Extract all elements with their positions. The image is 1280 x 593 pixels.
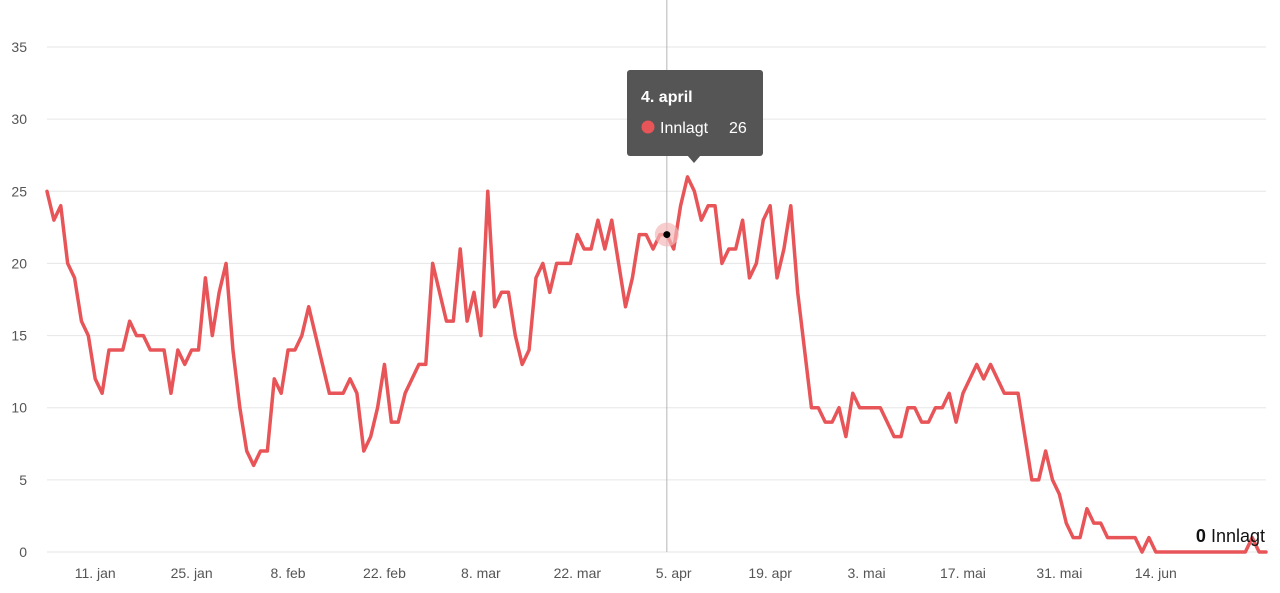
tooltip-arrow xyxy=(687,155,701,163)
x-tick-label: 19. apr xyxy=(748,565,792,581)
y-tick-label: 35 xyxy=(11,39,27,55)
y-axis-tick-labels: 0 5 10 15 20 25 30 35 xyxy=(11,39,27,560)
x-tick-label: 14. jun xyxy=(1135,565,1177,581)
y-tick-label: 15 xyxy=(11,328,27,344)
y-tick-label: 10 xyxy=(11,400,27,416)
tooltip-box xyxy=(627,70,763,156)
tooltip-series-name: Innlagt xyxy=(660,120,709,137)
y-tick-label: 5 xyxy=(19,472,27,488)
end-series-name: Innlagt xyxy=(1211,526,1265,546)
x-tick-label: 8. mar xyxy=(461,565,501,581)
x-tick-label: 22. feb xyxy=(363,565,406,581)
x-tick-label: 5. apr xyxy=(656,565,692,581)
x-axis-tick-labels: 11. jan 25. jan 8. feb 22. feb 8. mar 22. mar… xyxy=(75,565,1177,581)
x-tick-label: 17. mai xyxy=(940,565,986,581)
end-value: 0 xyxy=(1196,526,1206,546)
end-value-label: 0 Innlagt xyxy=(1196,526,1265,546)
y-tick-label: 20 xyxy=(11,255,27,271)
tooltip-date: 4. april xyxy=(641,89,693,106)
x-tick-label: 25. jan xyxy=(171,565,213,581)
grid-lines xyxy=(47,46,1266,553)
x-tick-label: 8. feb xyxy=(271,565,306,581)
x-tick-label: 22. mar xyxy=(554,565,602,581)
tooltip: 4. april Innlagt 26 xyxy=(627,70,763,163)
series-line-innlagt[interactable] xyxy=(45,175,1268,554)
x-tick-label: 31. mai xyxy=(1036,565,1082,581)
tooltip-series-swatch xyxy=(641,120,655,134)
x-tick-label: 11. jan xyxy=(75,565,116,581)
hover-point[interactable] xyxy=(663,231,671,239)
tooltip-value: 26 xyxy=(729,120,747,137)
x-tick-label: 3. mai xyxy=(847,565,885,581)
y-tick-label: 0 xyxy=(19,544,27,560)
y-tick-label: 30 xyxy=(11,111,27,127)
y-tick-label: 25 xyxy=(11,183,27,199)
